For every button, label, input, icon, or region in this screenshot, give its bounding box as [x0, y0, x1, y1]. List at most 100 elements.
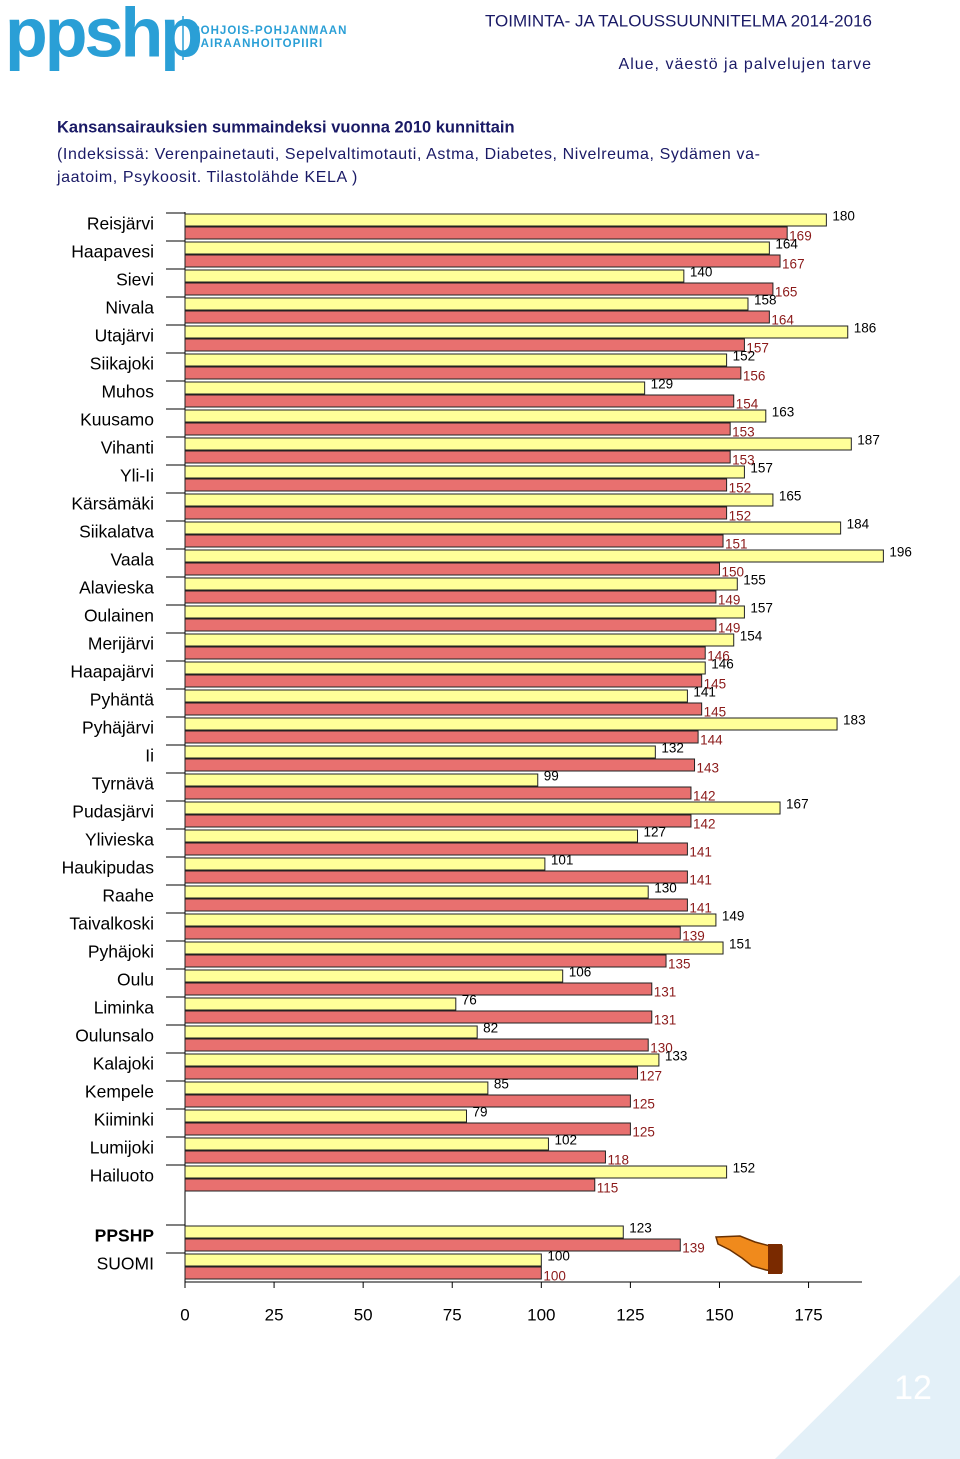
bar: [184, 1253, 542, 1267]
y-tick-label: Tyrnävä: [92, 774, 155, 794]
bar: [184, 310, 770, 324]
org-name: POHJOIS-POHJANMAAN: [192, 25, 347, 37]
value-label: 125: [632, 1097, 655, 1112]
x-tick-label: 150: [705, 1305, 733, 1324]
bar: [184, 898, 688, 912]
value-label: 131: [654, 985, 677, 1000]
bar: [184, 745, 656, 759]
bar: [184, 717, 838, 731]
bar: [184, 605, 745, 619]
bar: [184, 661, 706, 675]
value-label: 196: [889, 545, 912, 560]
value-label: 156: [743, 369, 766, 384]
x-tick-label: 125: [616, 1305, 644, 1324]
bar: [184, 1081, 489, 1095]
value-label: 115: [597, 1181, 619, 1196]
value-label: 152: [729, 481, 752, 496]
bar: [184, 1066, 639, 1080]
bar: [184, 982, 653, 996]
value-label: 183: [843, 713, 866, 728]
org-name: SAIRAANHOITOPIIRI: [192, 38, 323, 50]
bar: [184, 493, 774, 507]
bar: [184, 478, 728, 492]
bar: [184, 870, 688, 884]
bar: [184, 913, 717, 927]
bar: [184, 269, 685, 283]
bar: [184, 534, 724, 548]
y-tick-label: Kuusamo: [80, 410, 154, 430]
y-tick-label: Oulainen: [84, 606, 154, 626]
bar: [184, 814, 692, 828]
x-tick-label: 100: [527, 1305, 555, 1324]
x-tick-label: 75: [443, 1305, 462, 1324]
doc-title: TOIMINTA- JA TALOUSSUUNNITELMA 2014-2016: [485, 11, 872, 30]
value-label: 100: [547, 1249, 570, 1264]
value-label: 141: [689, 901, 712, 916]
bar: [184, 549, 884, 563]
y-tick-label: Yli-Ii: [120, 466, 154, 486]
value-label: 82: [483, 1021, 498, 1036]
bar: [184, 1238, 681, 1252]
value-label: 157: [750, 461, 773, 476]
bar: [184, 241, 770, 255]
bar: [184, 590, 717, 604]
x-tick-label: 25: [265, 1305, 284, 1324]
y-tick-label: Pyhäjoki: [88, 942, 154, 962]
bar: [184, 885, 649, 899]
bar: [184, 633, 735, 647]
y-tick-label: Oulu: [117, 970, 154, 990]
value-label: 163: [772, 405, 795, 420]
value-label: 127: [640, 1069, 663, 1084]
y-tick-label: Hailuoto: [90, 1166, 154, 1186]
value-label: 153: [732, 425, 755, 440]
y-tick-label: Pudasjärvi: [72, 802, 154, 822]
bar: [184, 465, 745, 479]
bar: [184, 1137, 549, 1151]
y-tick-label: SUOMI: [97, 1254, 154, 1274]
y-tick-label: Kärsämäki: [71, 494, 154, 514]
bar: [184, 773, 539, 787]
value-label: 125: [632, 1125, 655, 1140]
value-label: 151: [729, 937, 752, 952]
bar: [184, 1178, 596, 1192]
bar: [184, 674, 703, 688]
value-label: 157: [746, 341, 769, 356]
y-tick-label: Pyhäntä: [90, 690, 154, 710]
value-label: 143: [697, 761, 720, 776]
y-tick-label: Kempele: [85, 1082, 154, 1102]
value-label: 100: [543, 1269, 566, 1284]
y-tick-label: Kiiminki: [94, 1110, 154, 1130]
bar: [184, 213, 827, 227]
y-tick-label: Liminka: [94, 998, 155, 1018]
value-label: 139: [682, 929, 705, 944]
bar: [184, 1010, 653, 1024]
bar: [184, 689, 688, 703]
value-label: 154: [736, 397, 759, 412]
value-label: 164: [775, 237, 798, 252]
bar: [184, 857, 546, 871]
value-label: 139: [682, 1241, 705, 1256]
value-label: 167: [782, 257, 805, 272]
y-tick-label: Kalajoki: [93, 1054, 154, 1074]
value-label: 129: [651, 377, 674, 392]
value-label: 153: [732, 453, 755, 468]
y-tick-label: Oulunsalo: [75, 1026, 154, 1046]
value-label: 157: [750, 601, 773, 616]
x-tick-label: 50: [354, 1305, 373, 1324]
x-tick-label: 0: [180, 1305, 189, 1324]
value-label: 151: [725, 537, 748, 552]
y-tick-label: Siikalatva: [79, 522, 154, 542]
value-label: 135: [668, 957, 691, 972]
bar: [184, 521, 842, 535]
value-label: 150: [721, 565, 744, 580]
bar: [184, 409, 767, 423]
value-label: 146: [707, 649, 730, 664]
bar: [184, 450, 731, 464]
value-label: 165: [775, 285, 798, 300]
bar: [184, 1225, 624, 1239]
y-tick-label: Haapajärvi: [70, 662, 154, 682]
bar: [184, 366, 742, 380]
bar: [184, 1109, 467, 1123]
y-tick-label: Muhos: [101, 382, 154, 402]
